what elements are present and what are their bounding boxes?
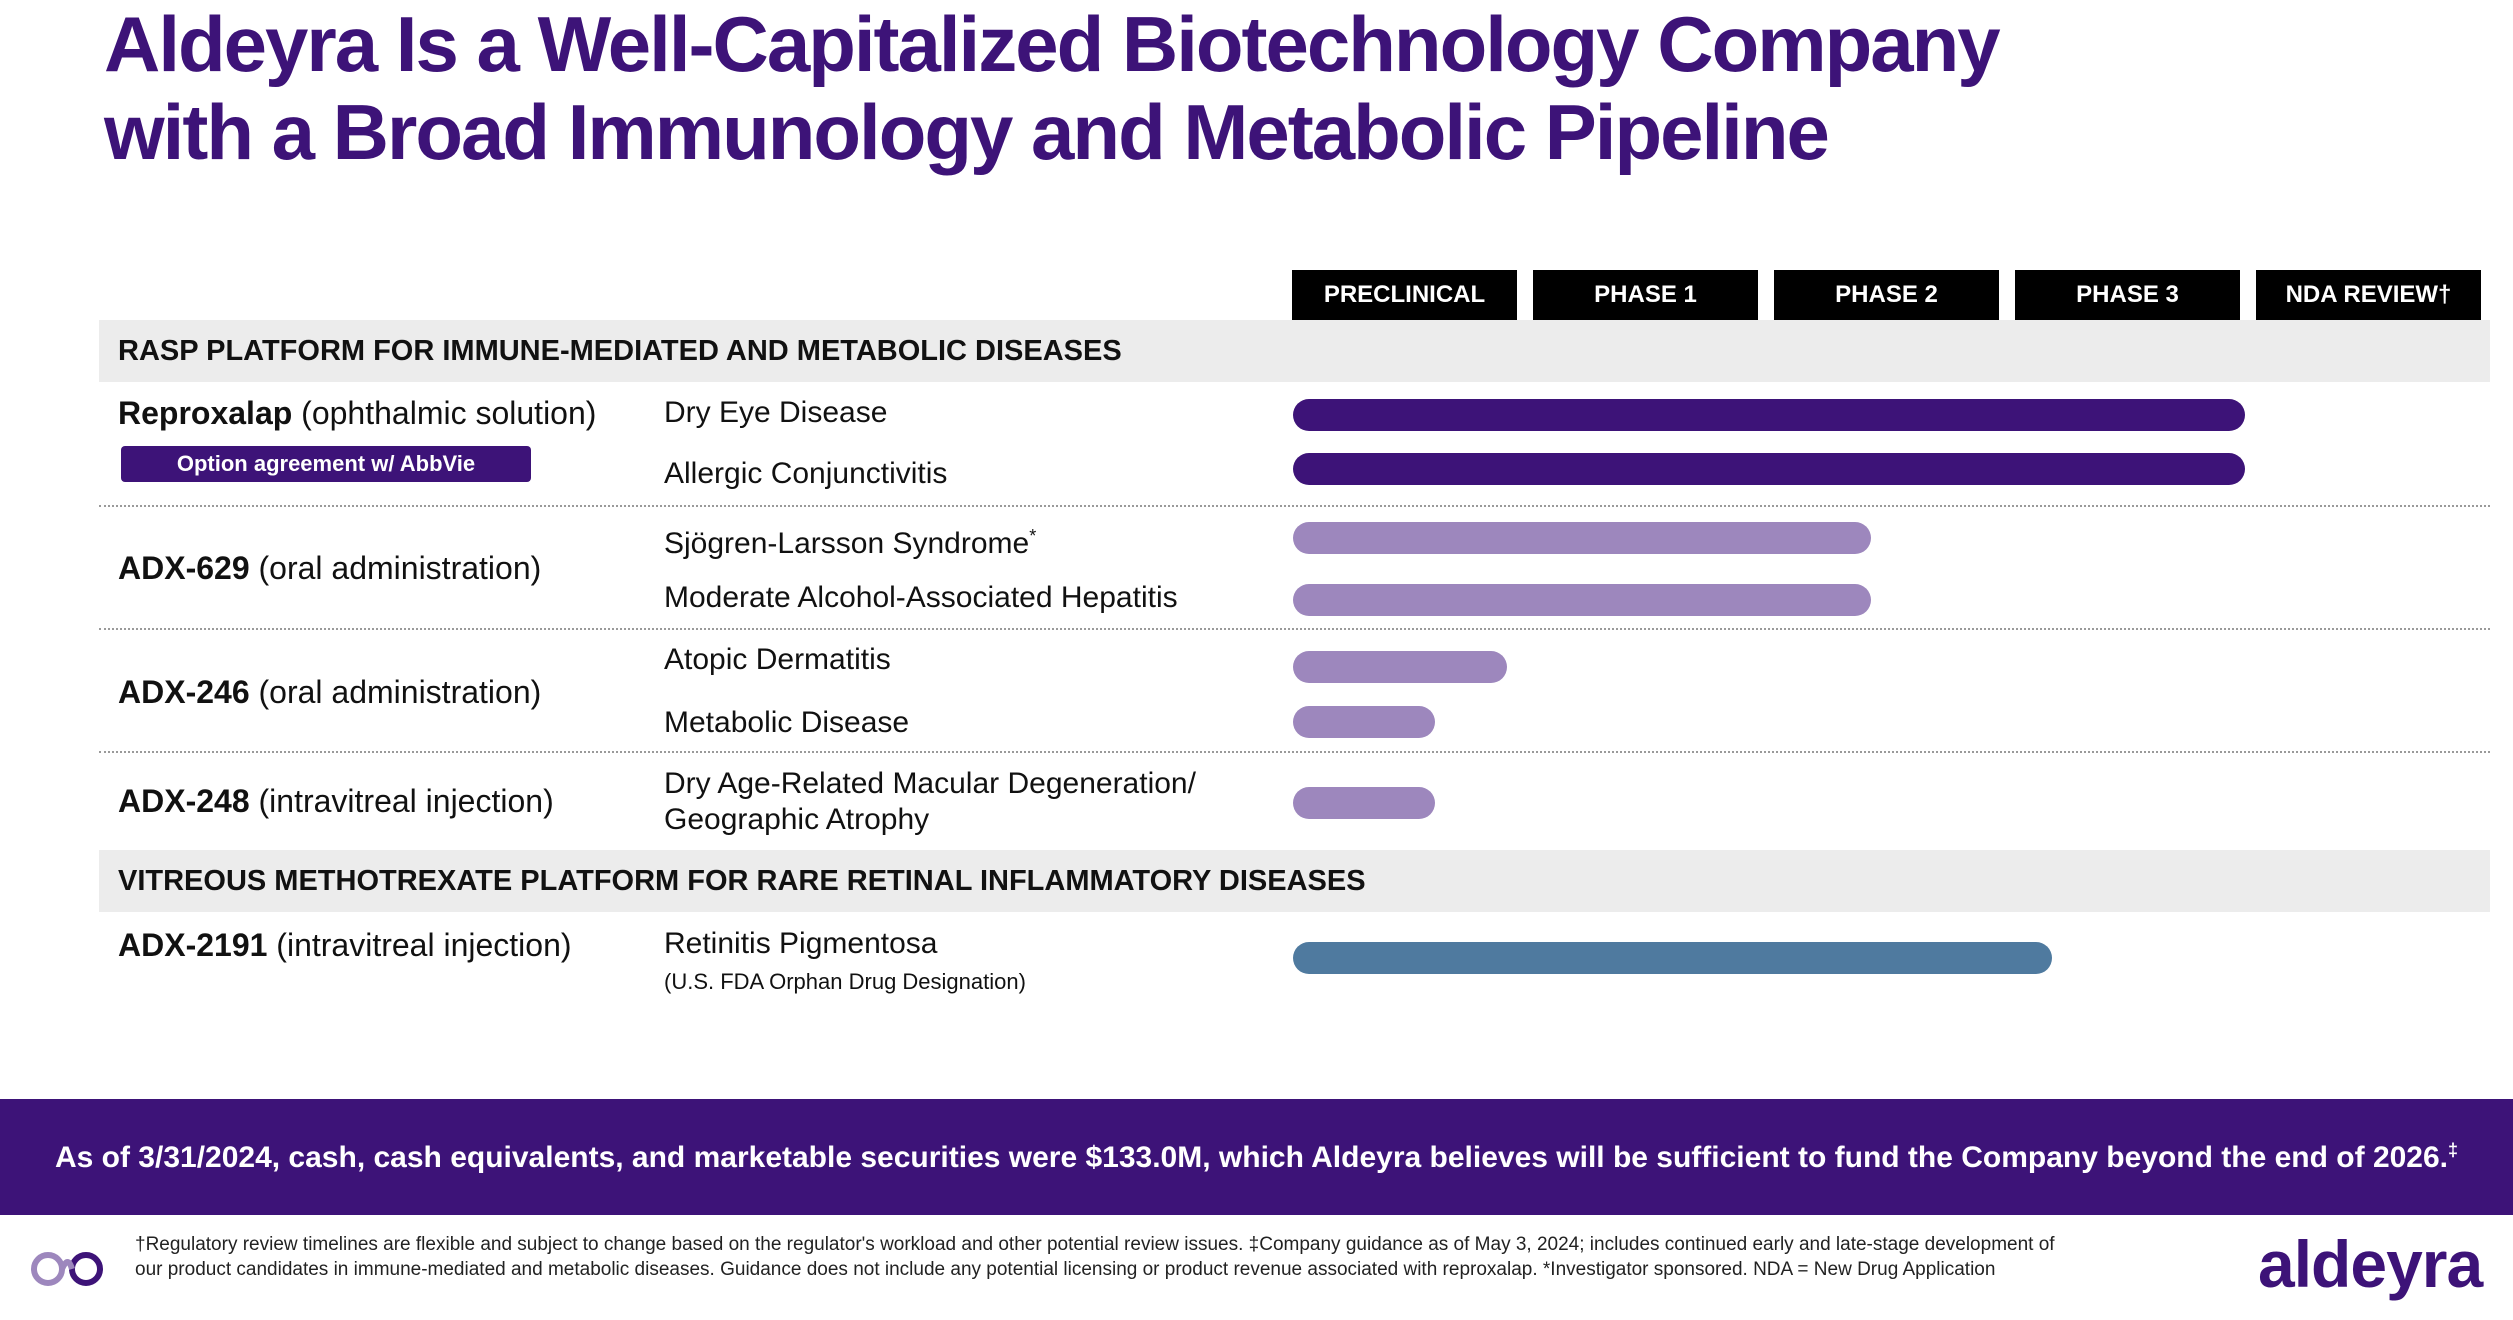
phase-header-phase-1: PHASE 1 [1533, 270, 1758, 320]
progress-bar-dry-amd [1293, 787, 1435, 819]
indication-label: Retinitis Pigmentosa [664, 927, 938, 960]
drug-name: ADX-2191 [118, 927, 268, 963]
row-divider [99, 751, 2490, 753]
footnote-mark: * [1029, 526, 1037, 546]
progress-bar-dry-eye-disease [1293, 399, 2245, 431]
indication-label-line-1: Dry Age-Related Macular Degeneration/ [664, 767, 1196, 800]
row-divider [99, 505, 2490, 507]
title-line-2: with a Broad Immunology and Metabolic Pi… [104, 88, 1830, 176]
indication-dry-eye-disease: Dry Eye Disease [664, 396, 888, 429]
title-line-1: Aldeyra Is a Well-Capitalized Biotechnol… [104, 0, 2001, 88]
phase-header-phase-3: PHASE 3 [2015, 270, 2240, 320]
drug-route: (intravitreal injection) [267, 927, 572, 963]
progress-bar-allergic-conjunctivitis [1293, 453, 2245, 485]
section-label: VITREOUS METHOTREXATE PLATFORM FOR RARE … [118, 864, 1366, 897]
drug-name: ADX-246 [118, 674, 250, 710]
drug-route: (intravitreal injection) [249, 783, 554, 819]
drug-adx-629: ADX-629 (oral administration) [118, 550, 541, 587]
phase-header-nda-review: NDA REVIEW† [2256, 270, 2481, 320]
section-rasp-platform: RASP PLATFORM FOR IMMUNE-MEDIATED AND ME… [99, 320, 2490, 382]
progress-bar-sjogren-larsson [1293, 522, 1871, 554]
indication-allergic-conjunctivitis: Allergic Conjunctivitis [664, 457, 948, 490]
abbvie-option-badge: Option agreement w/ AbbVie [121, 446, 531, 482]
drug-adx-248: ADX-248 (intravitreal injection) [118, 783, 554, 820]
indication-label-line-2: Geographic Atrophy [664, 803, 930, 836]
row-divider [99, 628, 2490, 630]
section-vitreous-methotrexate-platform: VITREOUS METHOTREXATE PLATFORM FOR RARE … [99, 850, 2490, 912]
indication-retinitis-pigmentosa: Retinitis Pigmentosa (U.S. FDA Orphan Dr… [664, 926, 1026, 1000]
progress-bar-alcohol-hepatitis [1293, 584, 1871, 616]
indication-label: Sjögren-Larsson Syndrome [664, 527, 1030, 560]
orphan-drug-note: (U.S. FDA Orphan Drug Designation) [664, 969, 1026, 994]
phase-header-preclinical: PRECLINICAL [1292, 270, 1517, 320]
indication-dry-amd-geographic-atrophy: Dry Age-Related Macular Degeneration/ Ge… [664, 766, 1196, 838]
page-title: Aldeyra Is a Well-Capitalized Biotechnol… [104, 0, 2104, 176]
aldeyra-logo-mark-icon [31, 1252, 103, 1286]
drug-route: (ophthalmic solution) [292, 395, 597, 431]
drug-route: (oral administration) [249, 674, 542, 710]
drug-reproxalap: Reproxalap (ophthalmic solution) [118, 395, 596, 432]
phase-header-phase-2: PHASE 2 [1774, 270, 1999, 320]
drug-adx-2191: ADX-2191 (intravitreal injection) [118, 927, 572, 964]
drug-name: Reproxalap [118, 395, 293, 431]
progress-bar-atopic-dermatitis [1293, 651, 1507, 683]
section-label: RASP PLATFORM FOR IMMUNE-MEDIATED AND ME… [118, 334, 1122, 367]
cash-statement-text: As of 3/31/2024, cash, cash equivalents,… [54, 1140, 2449, 1174]
indication-metabolic-disease: Metabolic Disease [664, 706, 910, 739]
footnote-line-1: †Regulatory review timelines are flexibl… [135, 1234, 2055, 1255]
aldeyra-logo-wordmark: aldeyra [2258, 1227, 2483, 1301]
indication-alcohol-hepatitis: Moderate Alcohol-Associated Hepatitis [664, 581, 1178, 614]
cash-position-banner: As of 3/31/2024, cash, cash equivalents,… [0, 1099, 2513, 1215]
drug-name: ADX-248 [118, 783, 250, 819]
cash-statement: As of 3/31/2024, cash, cash equivalents,… [55, 1140, 2458, 1175]
progress-bar-metabolic-disease [1293, 706, 1435, 738]
progress-bar-retinitis-pigmentosa [1293, 942, 2052, 974]
drug-route: (oral administration) [249, 550, 542, 586]
footnote: †Regulatory review timelines are flexibl… [135, 1232, 2255, 1282]
footnote-line-2: our product candidates in immune-mediate… [135, 1259, 1996, 1280]
indication-sjogren-larsson: Sjögren-Larsson Syndrome* [664, 518, 1036, 562]
drug-adx-246: ADX-246 (oral administration) [118, 674, 541, 711]
drug-name: ADX-629 [118, 550, 250, 586]
footnote-mark: ‡ [2448, 1139, 2459, 1160]
indication-atopic-dermatitis: Atopic Dermatitis [664, 643, 891, 676]
